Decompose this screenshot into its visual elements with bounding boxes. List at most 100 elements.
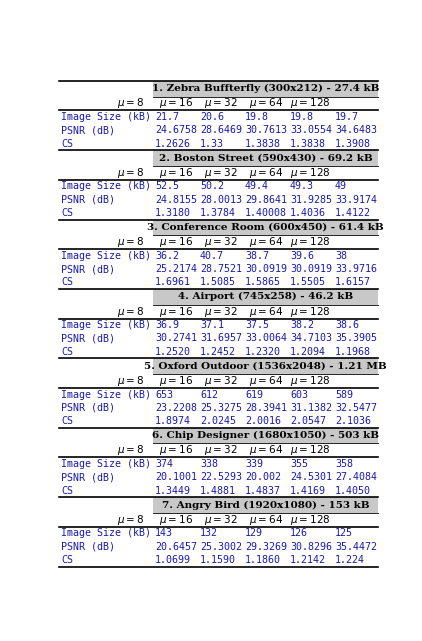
Text: 33.0064: 33.0064 <box>245 333 287 344</box>
Text: 50.2: 50.2 <box>200 181 224 192</box>
Text: PSNR (dB): PSNR (dB) <box>61 195 115 204</box>
Text: 1.8974: 1.8974 <box>155 416 191 426</box>
Text: 19.7: 19.7 <box>335 112 359 122</box>
Text: 1.4036: 1.4036 <box>290 208 326 218</box>
Text: 589: 589 <box>335 390 353 399</box>
Text: $\mu = 32$: $\mu = 32$ <box>204 304 238 319</box>
Text: CS: CS <box>61 208 73 218</box>
Text: $\mu = 128$: $\mu = 128$ <box>290 513 331 527</box>
Text: 40.7: 40.7 <box>200 251 224 261</box>
Text: $\mu = 8$: $\mu = 8$ <box>117 166 145 180</box>
Text: 338: 338 <box>200 459 218 469</box>
Text: 38.2: 38.2 <box>290 320 314 330</box>
Text: 653: 653 <box>155 390 173 399</box>
Text: 52.5: 52.5 <box>155 181 179 192</box>
Text: 1.1860: 1.1860 <box>245 555 281 565</box>
Text: 20.6: 20.6 <box>200 112 224 122</box>
Text: 28.0013: 28.0013 <box>200 195 242 204</box>
Text: 24.6758: 24.6758 <box>155 126 197 135</box>
Text: 612: 612 <box>200 390 218 399</box>
Text: 36.9: 36.9 <box>155 320 179 330</box>
Text: 25.2174: 25.2174 <box>155 264 197 274</box>
Text: $\mu = 8$: $\mu = 8$ <box>117 513 145 527</box>
Text: 6. Chip Designer (1680x1050) - 503 kB: 6. Chip Designer (1680x1050) - 503 kB <box>152 431 379 440</box>
Text: 37.5: 37.5 <box>245 320 269 330</box>
Text: 2. Boston Street (590x430) - 69.2 kB: 2. Boston Street (590x430) - 69.2 kB <box>159 154 373 163</box>
Text: 24.8155: 24.8155 <box>155 195 197 204</box>
Text: Image Size (kB): Image Size (kB) <box>61 390 151 399</box>
Text: Image Size (kB): Image Size (kB) <box>61 251 151 261</box>
Text: 20.6457: 20.6457 <box>155 542 197 552</box>
Text: CS: CS <box>61 138 73 149</box>
Text: 1.33: 1.33 <box>200 138 224 149</box>
Text: PSNR (dB): PSNR (dB) <box>61 472 115 482</box>
Text: 1.2142: 1.2142 <box>290 555 326 565</box>
Text: 36.2: 36.2 <box>155 251 179 261</box>
Text: $\mu = 8$: $\mu = 8$ <box>117 97 145 110</box>
Text: 1.3180: 1.3180 <box>155 208 191 218</box>
Text: $\mu = 64$: $\mu = 64$ <box>249 166 283 180</box>
Text: $\mu = 32$: $\mu = 32$ <box>204 166 238 180</box>
Text: 21.7: 21.7 <box>155 112 179 122</box>
Text: 28.7521: 28.7521 <box>200 264 242 274</box>
Text: 1.1590: 1.1590 <box>200 555 236 565</box>
Bar <box>153 428 378 444</box>
Text: 1.5085: 1.5085 <box>200 278 236 287</box>
Text: PSNR (dB): PSNR (dB) <box>61 403 115 413</box>
Text: $\mu = 16$: $\mu = 16$ <box>159 513 193 527</box>
Text: 1.3449: 1.3449 <box>155 485 191 495</box>
Text: 143: 143 <box>155 528 173 538</box>
Text: 1.2520: 1.2520 <box>155 347 191 357</box>
Text: 1.3908: 1.3908 <box>335 138 371 149</box>
Text: 1.0699: 1.0699 <box>155 555 191 565</box>
Text: 1.3838: 1.3838 <box>245 138 281 149</box>
Text: 1.4122: 1.4122 <box>335 208 371 218</box>
Text: 1.1968: 1.1968 <box>335 347 371 357</box>
Text: 1.4169: 1.4169 <box>290 485 326 495</box>
Text: 28.6469: 28.6469 <box>200 126 242 135</box>
Text: 30.0919: 30.0919 <box>290 264 332 274</box>
Text: 39.6: 39.6 <box>290 251 314 261</box>
Text: $\mu = 32$: $\mu = 32$ <box>204 97 238 110</box>
Text: $\mu = 32$: $\mu = 32$ <box>204 235 238 249</box>
Text: Image Size (kB): Image Size (kB) <box>61 320 151 330</box>
Text: Image Size (kB): Image Size (kB) <box>61 112 151 122</box>
Text: $\mu = 8$: $\mu = 8$ <box>117 304 145 319</box>
Text: 35.4472: 35.4472 <box>335 542 377 552</box>
Text: $\mu = 16$: $\mu = 16$ <box>159 235 193 249</box>
Text: $\mu = 64$: $\mu = 64$ <box>249 235 283 249</box>
Text: $\mu = 8$: $\mu = 8$ <box>117 374 145 388</box>
Text: $\mu = 8$: $\mu = 8$ <box>117 444 145 458</box>
Text: 1.5505: 1.5505 <box>290 278 326 287</box>
Text: 1.6961: 1.6961 <box>155 278 191 287</box>
Bar <box>153 358 378 374</box>
Text: 27.4084: 27.4084 <box>335 472 377 482</box>
Text: $\mu = 128$: $\mu = 128$ <box>290 97 331 110</box>
Text: 31.6957: 31.6957 <box>200 333 242 344</box>
Text: 125: 125 <box>335 528 353 538</box>
Text: 4. Airport (745x258) - 46.2 kB: 4. Airport (745x258) - 46.2 kB <box>178 292 353 301</box>
Text: 20.1001: 20.1001 <box>155 472 197 482</box>
Text: Image Size (kB): Image Size (kB) <box>61 459 151 469</box>
Text: 35.3905: 35.3905 <box>335 333 377 344</box>
Text: 126: 126 <box>290 528 308 538</box>
Text: 1.224: 1.224 <box>335 555 365 565</box>
Text: 29.3269: 29.3269 <box>245 542 287 552</box>
Text: $\mu = 32$: $\mu = 32$ <box>204 374 238 388</box>
Text: 30.7613: 30.7613 <box>245 126 287 135</box>
Text: $\mu = 16$: $\mu = 16$ <box>159 166 193 180</box>
Text: $\mu = 128$: $\mu = 128$ <box>290 166 331 180</box>
Text: 1.5865: 1.5865 <box>245 278 281 287</box>
Text: Image Size (kB): Image Size (kB) <box>61 181 151 192</box>
Text: 1.6157: 1.6157 <box>335 278 371 287</box>
Text: 132: 132 <box>200 528 218 538</box>
Text: 2.0245: 2.0245 <box>200 416 236 426</box>
Text: $\mu = 8$: $\mu = 8$ <box>117 235 145 249</box>
Text: 25.3275: 25.3275 <box>200 403 242 413</box>
Text: 33.0554: 33.0554 <box>290 126 332 135</box>
Text: 1.2626: 1.2626 <box>155 138 191 149</box>
Text: $\mu = 16$: $\mu = 16$ <box>159 97 193 110</box>
Text: $\mu = 128$: $\mu = 128$ <box>290 304 331 319</box>
Text: CS: CS <box>61 416 73 426</box>
Text: PSNR (dB): PSNR (dB) <box>61 542 115 552</box>
